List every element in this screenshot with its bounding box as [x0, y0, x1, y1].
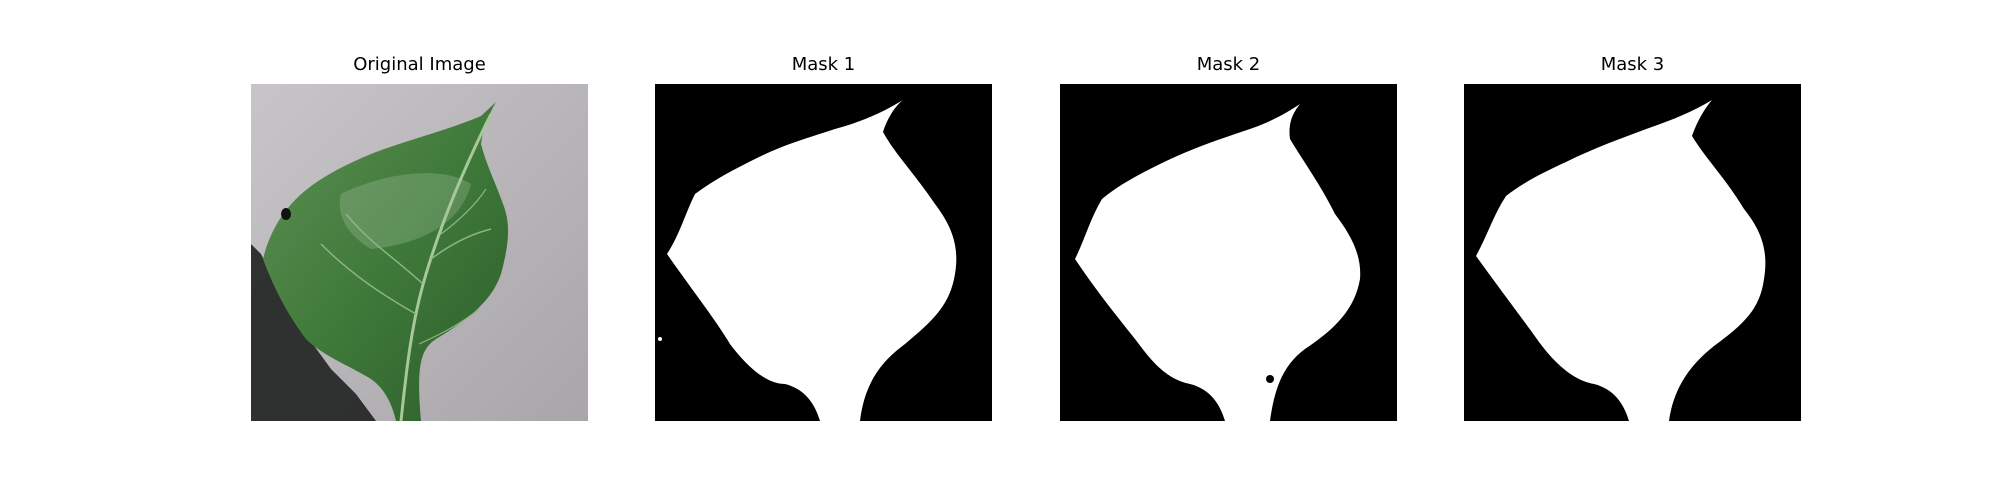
mask-speck	[658, 337, 662, 341]
mask-1-image	[655, 84, 992, 421]
leaf-photo	[251, 84, 588, 421]
mask-3-image	[1464, 84, 1801, 421]
mask-3-panel: Mask 3	[1464, 54, 1801, 421]
mask-foreground	[667, 100, 957, 421]
leaf-vein	[345, 213, 424, 285]
leaf-midrib	[399, 113, 493, 421]
mask-2-image	[1060, 84, 1397, 421]
leaf-vein	[320, 243, 417, 315]
mask-foreground	[1476, 100, 1766, 421]
mask-noise	[1303, 312, 1318, 327]
mask-foreground	[1075, 104, 1361, 421]
panel-title: Original Image	[353, 54, 486, 75]
original-image-panel: Original Image	[251, 54, 588, 421]
leaf-vein	[440, 188, 487, 235]
leaf-blade	[263, 102, 509, 421]
mask-1-panel: Mask 1	[655, 54, 992, 421]
mask-hole	[1266, 375, 1274, 383]
leaf-spot	[281, 208, 291, 220]
mask-2-panel: Mask 2	[1060, 54, 1397, 421]
panel-title: Mask 1	[791, 54, 856, 75]
leaf-shadow	[251, 244, 376, 421]
panel-title: Mask 2	[1196, 54, 1261, 75]
panel-title: Mask 3	[1600, 54, 1665, 75]
leaf-vein	[418, 308, 480, 345]
leaf-vein	[430, 228, 492, 260]
leaf-sheen	[339, 173, 471, 249]
